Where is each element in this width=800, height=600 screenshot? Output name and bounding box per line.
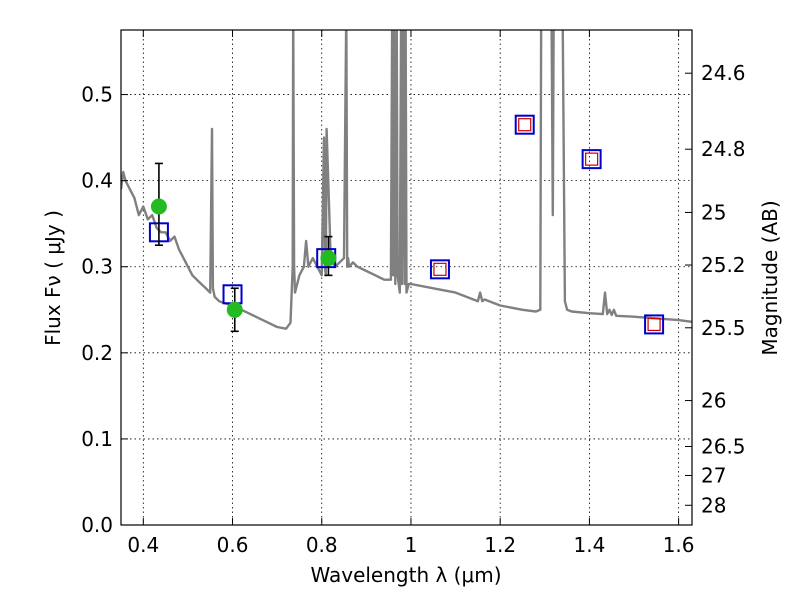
y-axis-title: Flux Fν ( μJy ) [41,210,65,346]
model-photometry-square [429,259,450,280]
model-photometry-square [644,314,665,335]
axis-ticks: 0.4 0.6 0.8 1 1.2 1.4 1.6 0.0 0.1 0.2 0.3 0.4 0.5 24.… [81,30,746,557]
y-tick-label: 0.2 [81,341,113,365]
y-axis-right-title: Magnitude (AB) [758,200,782,355]
x-tick-label: 1.2 [484,533,516,557]
plot-frame [120,29,693,526]
spectrum-line [121,30,692,330]
y-tick-label: 0.4 [81,169,113,193]
reference-square [585,152,599,166]
x-axis-title: Wavelength λ (μm) [310,563,501,587]
model-photometry-square [581,149,602,170]
mag-tick-label: 25 [701,200,726,224]
mag-tick-label: 28 [701,493,726,517]
x-tick-label: 1.4 [573,533,605,557]
model-photometry-square [514,114,535,135]
observed-point [150,198,167,215]
x-tick-label: 0.6 [217,533,249,557]
mag-tick-label: 25.5 [701,316,746,340]
marker-layer [148,114,665,335]
reference-square [433,262,447,276]
mag-tick-label: 26.5 [701,434,746,458]
observed-point [320,250,337,267]
y-tick-label: 0.0 [81,513,113,537]
y-tick-label: 0.1 [81,427,113,451]
x-tick-label: 1 [405,533,418,557]
x-tick-label: 0.4 [127,533,159,557]
grid [121,30,692,525]
mag-tick-label: 26 [701,389,726,413]
x-tick-label: 0.8 [306,533,338,557]
mag-tick-label: 24.6 [701,61,746,85]
reference-square [647,317,661,332]
y-tick-label: 0.3 [81,255,113,279]
mag-tick-label: 27 [701,463,726,487]
reference-square [518,118,532,132]
y-tick-label: 0.5 [81,83,113,107]
spectrum-layer [121,30,692,330]
x-tick-label: 1.6 [663,533,695,557]
observed-point [226,301,243,318]
mag-tick-label: 24.8 [701,137,746,161]
mag-tick-label: 25.2 [701,253,746,277]
